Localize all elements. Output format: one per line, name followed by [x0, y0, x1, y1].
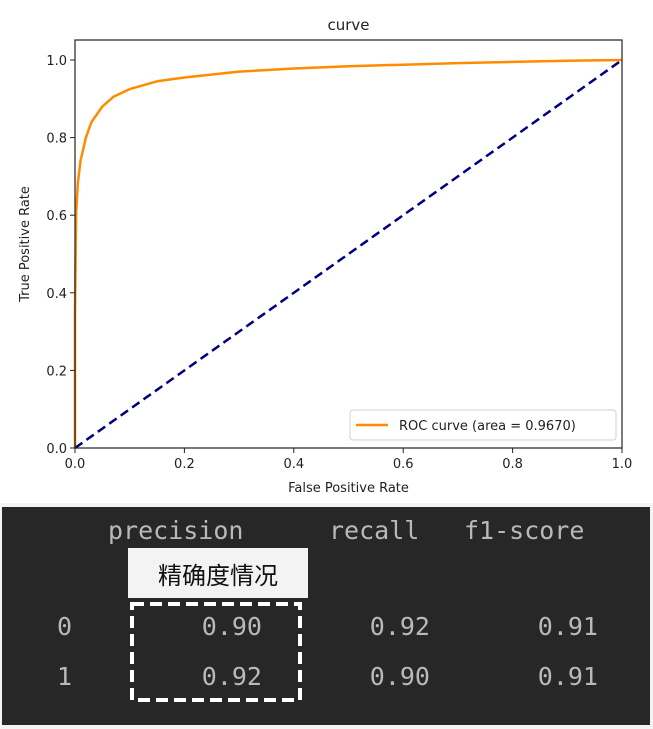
header-recall: recall — [329, 516, 420, 545]
y-tick-label: 0.2 — [46, 364, 67, 379]
roc-plot: curve 0.0 0.2 0.4 0.6 0.8 1.0 0.0 0.2 0.4 0.6 0.8 1.… — [18, 16, 633, 496]
roc-figure: curve 0.0 0.2 0.4 0.6 0.8 1.0 0.0 0.2 0.4 0.6 0.8 1.… — [0, 0, 653, 503]
legend-label-roc: ROC curve (area = 0.9670) — [399, 419, 576, 434]
y-tick-label: 1.0 — [46, 54, 67, 69]
precision-0: 0.90 — [201, 612, 262, 641]
y-tick-label: 0.8 — [46, 132, 67, 147]
x-tick-label: 0.6 — [393, 457, 414, 472]
f1-0: 0.91 — [537, 612, 598, 641]
legend-box — [349, 409, 617, 441]
chart-title: curve — [327, 16, 369, 34]
row-label-0: 0 — [57, 612, 73, 641]
precision-highlight-box — [130, 602, 302, 702]
f1-1: 0.91 — [537, 662, 598, 691]
classification-report: precision recall f1-score 0 0.90 0.92 0.… — [2, 507, 650, 725]
x-tick-label: 0.8 — [502, 457, 523, 472]
y-tick-label: 0.0 — [46, 442, 67, 457]
y-axis-label: True Positive Rate — [18, 186, 33, 303]
axes-frame — [74, 39, 623, 449]
x-axis-label: False Positive Rate — [288, 481, 409, 496]
y-tick-label: 0.6 — [46, 209, 67, 224]
roc-curve-line — [73, 58, 623, 448]
row-label-1: 1 — [57, 662, 73, 691]
precision-annotation-label: 精确度情况 — [128, 548, 308, 598]
x-tick-label: 1.0 — [612, 457, 633, 472]
precision-1: 0.92 — [201, 662, 262, 691]
diagonal-reference-line — [74, 58, 623, 450]
recall-1: 0.90 — [369, 662, 430, 691]
y-tick-label: 0.4 — [46, 287, 67, 302]
x-tick-label: 0.0 — [65, 457, 86, 472]
x-tick-label: 0.2 — [174, 457, 195, 472]
recall-0: 0.92 — [369, 612, 430, 641]
x-tick-label: 0.4 — [283, 457, 304, 472]
header-precision: precision — [108, 516, 244, 545]
header-f1-score: f1-score — [464, 516, 585, 545]
